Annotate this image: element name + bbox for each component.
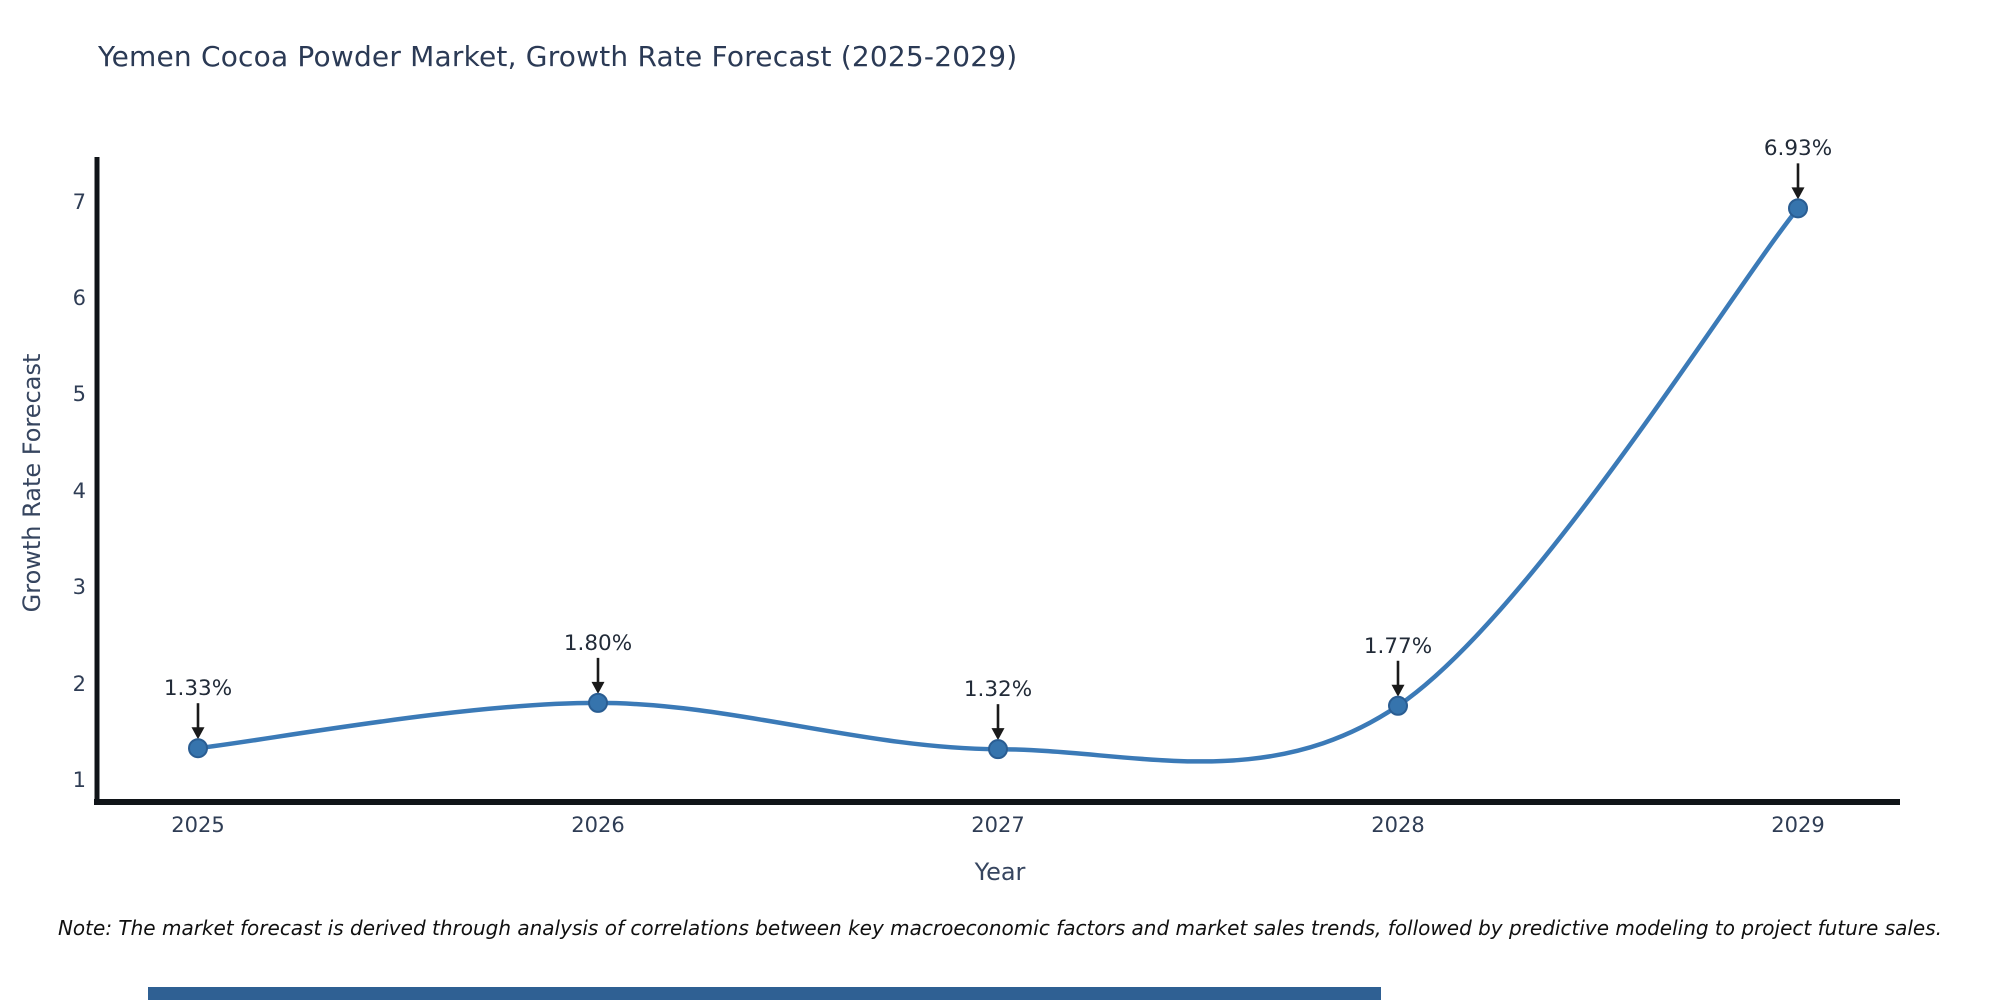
data-point-label: 6.93% (1763, 136, 1833, 162)
y-tick-label: 5 (72, 382, 86, 407)
annotation-arrow-head (591, 681, 605, 694)
x-tick-label: 2025 (171, 813, 225, 837)
y-tick-label: 1 (72, 768, 86, 792)
x-tick-label: 2028 (1371, 813, 1425, 837)
x-tick-label: 2026 (571, 813, 625, 837)
data-point-marker (988, 739, 1008, 760)
data-point-marker (188, 738, 208, 759)
data-point-marker (1788, 198, 1808, 219)
annotation-arrow-head (991, 728, 1005, 741)
data-point-marker (1388, 695, 1408, 716)
annotation-arrow-head (191, 727, 205, 740)
x-tick-label: 2027 (971, 813, 1025, 837)
y-tick-label: 2 (72, 671, 86, 696)
data-point-label: 1.32% (963, 677, 1033, 703)
data-point-label: 1.80% (563, 630, 633, 656)
forecast-line (195, 206, 1801, 764)
data-point-label: 1.77% (1363, 633, 1433, 659)
x-tick-label: 2029 (1771, 813, 1825, 837)
footnote: Note: The market forecast is derived thr… (57, 916, 1943, 940)
y-tick-label: 7 (72, 189, 86, 214)
annotation-arrow-head (1791, 187, 1805, 200)
footer-bar (148, 987, 1381, 1000)
y-tick-label: 3 (72, 575, 86, 600)
annotation-arrow-head (1391, 684, 1405, 697)
data-point-marker (588, 692, 608, 713)
data-point-label: 1.33% (163, 676, 233, 702)
y-tick-label: 6 (72, 286, 86, 310)
y-tick-label: 4 (72, 478, 86, 503)
chart-title: Yemen Cocoa Powder Market, Growth Rate F… (98, 40, 1018, 73)
x-axis-title: Year (974, 858, 1026, 886)
